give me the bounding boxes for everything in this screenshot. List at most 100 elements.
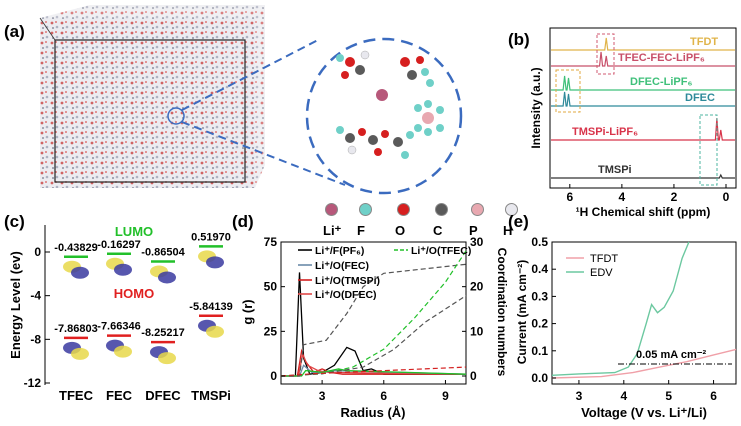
- orbital-lobe: [150, 265, 168, 278]
- rdf-curve: [280, 295, 467, 377]
- orbital-lobe: [198, 319, 216, 332]
- lsv-ytick-label: 0.4: [531, 262, 548, 276]
- orbital-lobe: [63, 260, 81, 273]
- atom-legend-dot-f: [359, 203, 372, 216]
- atom-legend-label: P: [469, 223, 478, 238]
- rdf-xtick-label: 9: [442, 389, 449, 403]
- rdf-legend-label: Li⁺/F(PF₆): [315, 245, 364, 257]
- rdf-ytick-label: 75: [264, 235, 278, 249]
- molecule-label: DFEC: [145, 388, 181, 403]
- orbital-lobe: [63, 341, 81, 354]
- lsv-legend-label: EDV: [590, 267, 613, 279]
- rdf-curve: [280, 366, 467, 377]
- panel-label-b: (b): [508, 30, 530, 49]
- lsv-ytick-label: 0.5: [531, 235, 548, 249]
- rdf-curve: [281, 364, 467, 377]
- lsv-xtick-label: 4: [620, 389, 627, 403]
- rdf-y2label: Coordination numbers: [495, 248, 509, 377]
- rdf-curve: [281, 348, 466, 377]
- homo-value: -8.25217: [141, 327, 184, 339]
- lsv-xlabel: Voltage (V vs. Li⁺/Li): [581, 405, 707, 420]
- rdf-ylabel: g (r): [240, 299, 255, 324]
- nmr-trace: [551, 173, 735, 179]
- orbital-lobe: [71, 347, 89, 360]
- rdf-curve: [281, 272, 466, 377]
- atom-legend-dot-h: [505, 203, 518, 216]
- rdf-curve: [281, 263, 467, 377]
- rdf-curve: [281, 368, 467, 377]
- lsv-ytick-label: 0.1: [531, 344, 548, 358]
- lsv-annotation: 0.05 mA cm⁻²: [636, 349, 707, 361]
- rdf-curve: [280, 250, 467, 377]
- orbital-lobe: [158, 352, 176, 365]
- rdf-legend-label: Li⁺/O(FEC): [315, 260, 369, 272]
- nmr-xtick-label: 2: [671, 190, 678, 204]
- orbital-lobe: [206, 325, 224, 338]
- homo-value: -7.66346: [97, 321, 140, 333]
- nmr-trace: [551, 117, 735, 141]
- rdf-legend-label: Li⁺/O(TFEC): [411, 245, 471, 257]
- panel-label-e: (e): [508, 212, 529, 231]
- lumo-label: LUMO: [115, 224, 153, 239]
- orbital-lobe: [150, 346, 168, 359]
- orbital-lobe: [114, 263, 132, 276]
- nmr-xtick-label: 0: [723, 190, 730, 204]
- nmr-ylabel: Intensity (a.u.): [529, 67, 543, 148]
- orbital-lobe: [71, 266, 89, 279]
- atom-legend-dot-li: [325, 203, 338, 216]
- rdf-legend-label: Li⁺/O(TMSPi): [315, 275, 380, 287]
- lsv-ylabel: Current (mA cm⁻²): [515, 260, 529, 365]
- homo-label: HOMO: [114, 286, 154, 301]
- nmr-trace: [551, 51, 735, 67]
- atom-legend-label: C: [433, 223, 443, 238]
- nmr-trace-label: TFEC-FEC-LiPF₆: [618, 52, 705, 64]
- atom-legend-dot-p: [471, 203, 484, 216]
- energy-ytick-label: 0: [34, 245, 41, 259]
- molecule-label: FEC: [106, 388, 133, 403]
- lsv-legend-label: TFDT: [590, 253, 618, 265]
- atom-legend-label: Li⁺: [323, 223, 342, 238]
- rdf-ytick-label: 50: [264, 280, 278, 294]
- nmr-trace-label: DFEC: [685, 92, 715, 104]
- energy-ylabel: Energy Level (ev): [8, 251, 23, 359]
- lsv-xtick-label: 3: [576, 389, 583, 403]
- lumo-value: -0.86504: [141, 246, 185, 258]
- nmr-xlabel: ¹H Chemical shift (ppm): [576, 205, 711, 219]
- rdf-y2tick-label: 10: [470, 324, 484, 338]
- homo-value: -5.84139: [189, 301, 232, 313]
- atom-legend-label: O: [395, 223, 406, 238]
- orbital-lobe: [114, 345, 132, 358]
- molecule-label: TMSPi: [191, 388, 231, 403]
- atom-legend-dot-o: [397, 203, 410, 216]
- atom-legend-dot-c: [435, 203, 448, 216]
- nmr-xtick-label: 4: [619, 190, 626, 204]
- nmr-trace: [551, 91, 735, 107]
- rdf-y2tick-label: 0: [470, 369, 477, 383]
- nmr-xtick-label: 6: [566, 190, 573, 204]
- rdf-xtick-label: 3: [319, 389, 326, 403]
- atom-legend-label: H: [503, 223, 513, 238]
- lsv-xtick-label: 5: [665, 389, 672, 403]
- rdf-legend-label: Li⁺/O(DFEC): [315, 289, 377, 301]
- orbital-lobe: [106, 339, 124, 352]
- nmr-trace-label: TMSPi-LiPF₆: [572, 126, 638, 138]
- nmr-trace: [551, 37, 735, 51]
- homo-value: -7.86803: [54, 323, 97, 335]
- lsv-xtick-label: 6: [710, 389, 717, 403]
- rdf-xtick-label: 6: [380, 389, 387, 403]
- panel-label-d: (d): [232, 212, 254, 231]
- lsv-ytick-label: 0.0: [531, 371, 548, 385]
- lumo-value: -0.43829: [54, 242, 97, 254]
- energy-ytick-label: -8: [30, 332, 41, 346]
- rdf-y2tick-label: 20: [470, 280, 484, 294]
- orbital-lobe: [206, 256, 224, 269]
- orbital-lobe: [158, 271, 176, 284]
- lumo-value: 0.51970: [191, 231, 231, 243]
- lsv-ytick-label: 0.2: [531, 317, 548, 331]
- nmr-trace: [551, 75, 735, 91]
- atom-legend-label: F: [357, 223, 365, 238]
- lumo-value: -0.16297: [97, 239, 140, 251]
- molecule-cluster: [336, 50, 444, 159]
- lsv-curve: [551, 348, 737, 379]
- orbital-lobe: [106, 257, 124, 270]
